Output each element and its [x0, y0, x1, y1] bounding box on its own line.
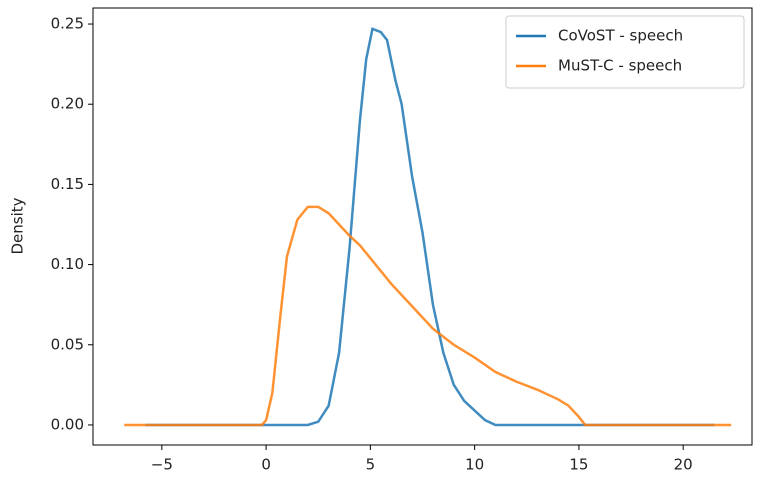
y-tick-label: 0.05 — [51, 335, 84, 353]
y-tick-label: 0.15 — [51, 175, 84, 193]
y-tick-label: 0.10 — [51, 255, 84, 273]
y-tick-label: 0.25 — [51, 15, 84, 33]
line-series — [124, 205, 732, 427]
x-tick-label: 15 — [569, 456, 588, 474]
x-tick-label: −5 — [151, 456, 173, 474]
legend-box — [505, 15, 745, 89]
y-tick-label: 0.20 — [51, 95, 84, 113]
legend-label: MuST-C - speech — [558, 57, 682, 75]
line-series — [145, 27, 715, 427]
x-tick-label: 5 — [366, 456, 376, 474]
x-tick-label: 20 — [674, 456, 693, 474]
y-tick-label: 0.00 — [51, 415, 84, 433]
x-tick-label: 0 — [261, 456, 271, 474]
plot-frame — [92, 7, 753, 446]
y-axis-label: Density — [9, 197, 27, 254]
legend-label: CoVoST - speech — [558, 27, 683, 45]
x-tick-label: 10 — [465, 456, 484, 474]
